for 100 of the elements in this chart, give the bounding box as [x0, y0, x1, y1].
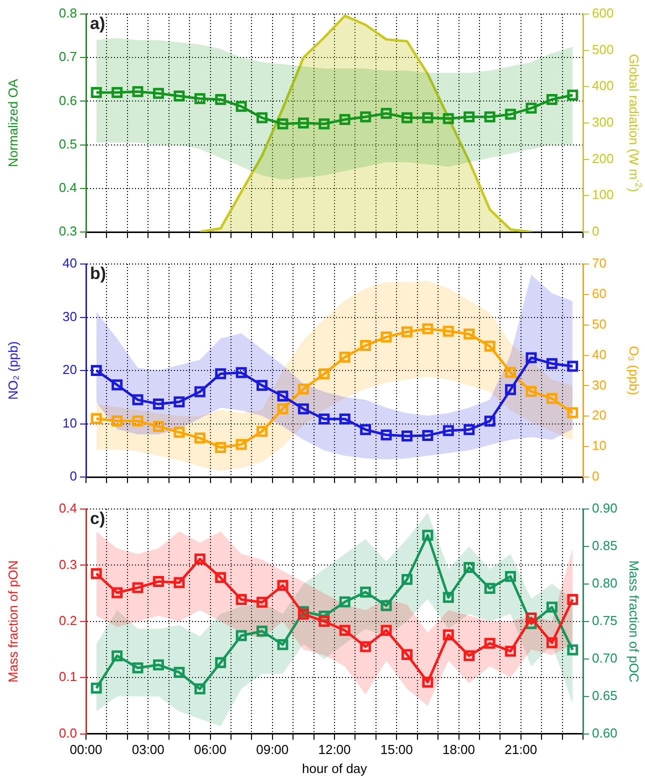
point	[505, 646, 516, 657]
y-tick-label: 40	[62, 256, 77, 271]
point	[505, 366, 516, 378]
annotation: a)	[90, 14, 106, 34]
point	[90, 682, 102, 694]
point	[236, 367, 247, 378]
point	[277, 639, 288, 650]
y2-tick-label: 0	[592, 224, 600, 239]
point	[401, 326, 412, 338]
y2-tick-label: 600	[592, 6, 614, 21]
x-tick-label: 18:00	[442, 742, 476, 758]
point	[484, 111, 496, 122]
point	[360, 424, 372, 436]
point	[318, 368, 330, 380]
point	[442, 326, 454, 337]
point	[484, 638, 496, 649]
point	[401, 574, 412, 585]
y-tick-label: 30	[62, 308, 77, 324]
point	[174, 396, 185, 408]
point	[546, 602, 558, 613]
point	[194, 432, 206, 444]
y2-axis-title: Mass fraction of pOC	[626, 560, 642, 682]
point	[174, 577, 185, 588]
point	[298, 403, 309, 414]
point	[380, 600, 392, 612]
y-tick-label: 0.3	[58, 224, 77, 239]
point	[464, 424, 475, 436]
x-tick-label: 12:00	[318, 742, 351, 758]
point	[401, 112, 412, 124]
y-tick-label: 0.5	[58, 136, 77, 152]
point	[339, 352, 350, 363]
point	[318, 413, 330, 424]
y-tick-label: 0.0	[58, 725, 77, 740]
y2-tick-label: 400	[592, 78, 614, 94]
point	[277, 118, 288, 130]
y-tick-label: 10	[62, 415, 77, 430]
point	[442, 629, 454, 640]
y-tick-label: 0.2	[58, 612, 77, 628]
y2-tick-label: 30	[592, 377, 606, 392]
point	[380, 624, 392, 636]
point	[526, 612, 537, 624]
point	[567, 90, 578, 101]
x-axis-title: hour of day	[302, 760, 368, 776]
y-tick-label: 0.6	[58, 92, 77, 108]
point	[464, 111, 475, 122]
point	[546, 637, 558, 648]
point	[380, 108, 392, 119]
point	[152, 398, 164, 410]
y-axis-title: Normalized OA	[6, 78, 21, 168]
y-tick-label: 0	[70, 468, 77, 484]
x-tick-label: 21:00	[504, 742, 538, 758]
point	[339, 413, 350, 424]
point	[236, 438, 247, 450]
point	[360, 111, 372, 122]
point	[567, 644, 578, 656]
point	[236, 630, 247, 642]
y2-tick-label: 10	[592, 438, 606, 454]
y-tick-label: 0.7	[58, 49, 77, 64]
point	[256, 596, 268, 608]
point	[380, 332, 392, 343]
y2-tick-label: 0.85	[592, 538, 618, 554]
point	[132, 86, 144, 98]
point	[90, 86, 102, 98]
point	[546, 393, 558, 404]
point	[90, 568, 102, 580]
x-tick-label: 09:00	[256, 742, 289, 758]
y2-axis-title: O₃ (ppb)	[626, 346, 642, 396]
y2-tick-label: 200	[592, 150, 614, 166]
y2-tick-label: 100	[592, 187, 614, 202]
y2-tick-label: 0.60	[592, 725, 618, 740]
y-tick-label: 0.1	[58, 669, 77, 684]
point	[401, 430, 412, 442]
y-tick-label: 20	[62, 362, 77, 378]
point	[339, 114, 350, 126]
point	[484, 340, 496, 352]
point	[546, 94, 558, 105]
point	[422, 112, 434, 124]
point	[132, 394, 144, 406]
point	[256, 626, 268, 637]
point	[360, 586, 372, 598]
point	[505, 384, 516, 396]
y-tick-label: 0.8	[58, 6, 77, 21]
point	[298, 118, 309, 128]
point	[174, 666, 185, 678]
y2-tick-label: 0.80	[592, 576, 618, 591]
point	[567, 360, 578, 372]
point	[546, 358, 558, 370]
point	[442, 113, 454, 124]
point	[215, 94, 226, 105]
point	[90, 365, 102, 376]
y2-tick-label: 0.75	[592, 612, 618, 628]
point	[401, 649, 412, 660]
point	[339, 624, 350, 636]
point	[298, 384, 309, 395]
y2-tick-label: 60	[592, 286, 606, 302]
point	[152, 88, 164, 99]
point	[215, 442, 226, 453]
point	[112, 650, 123, 662]
point	[256, 426, 268, 437]
y-tick-label: 0.4	[58, 180, 77, 195]
